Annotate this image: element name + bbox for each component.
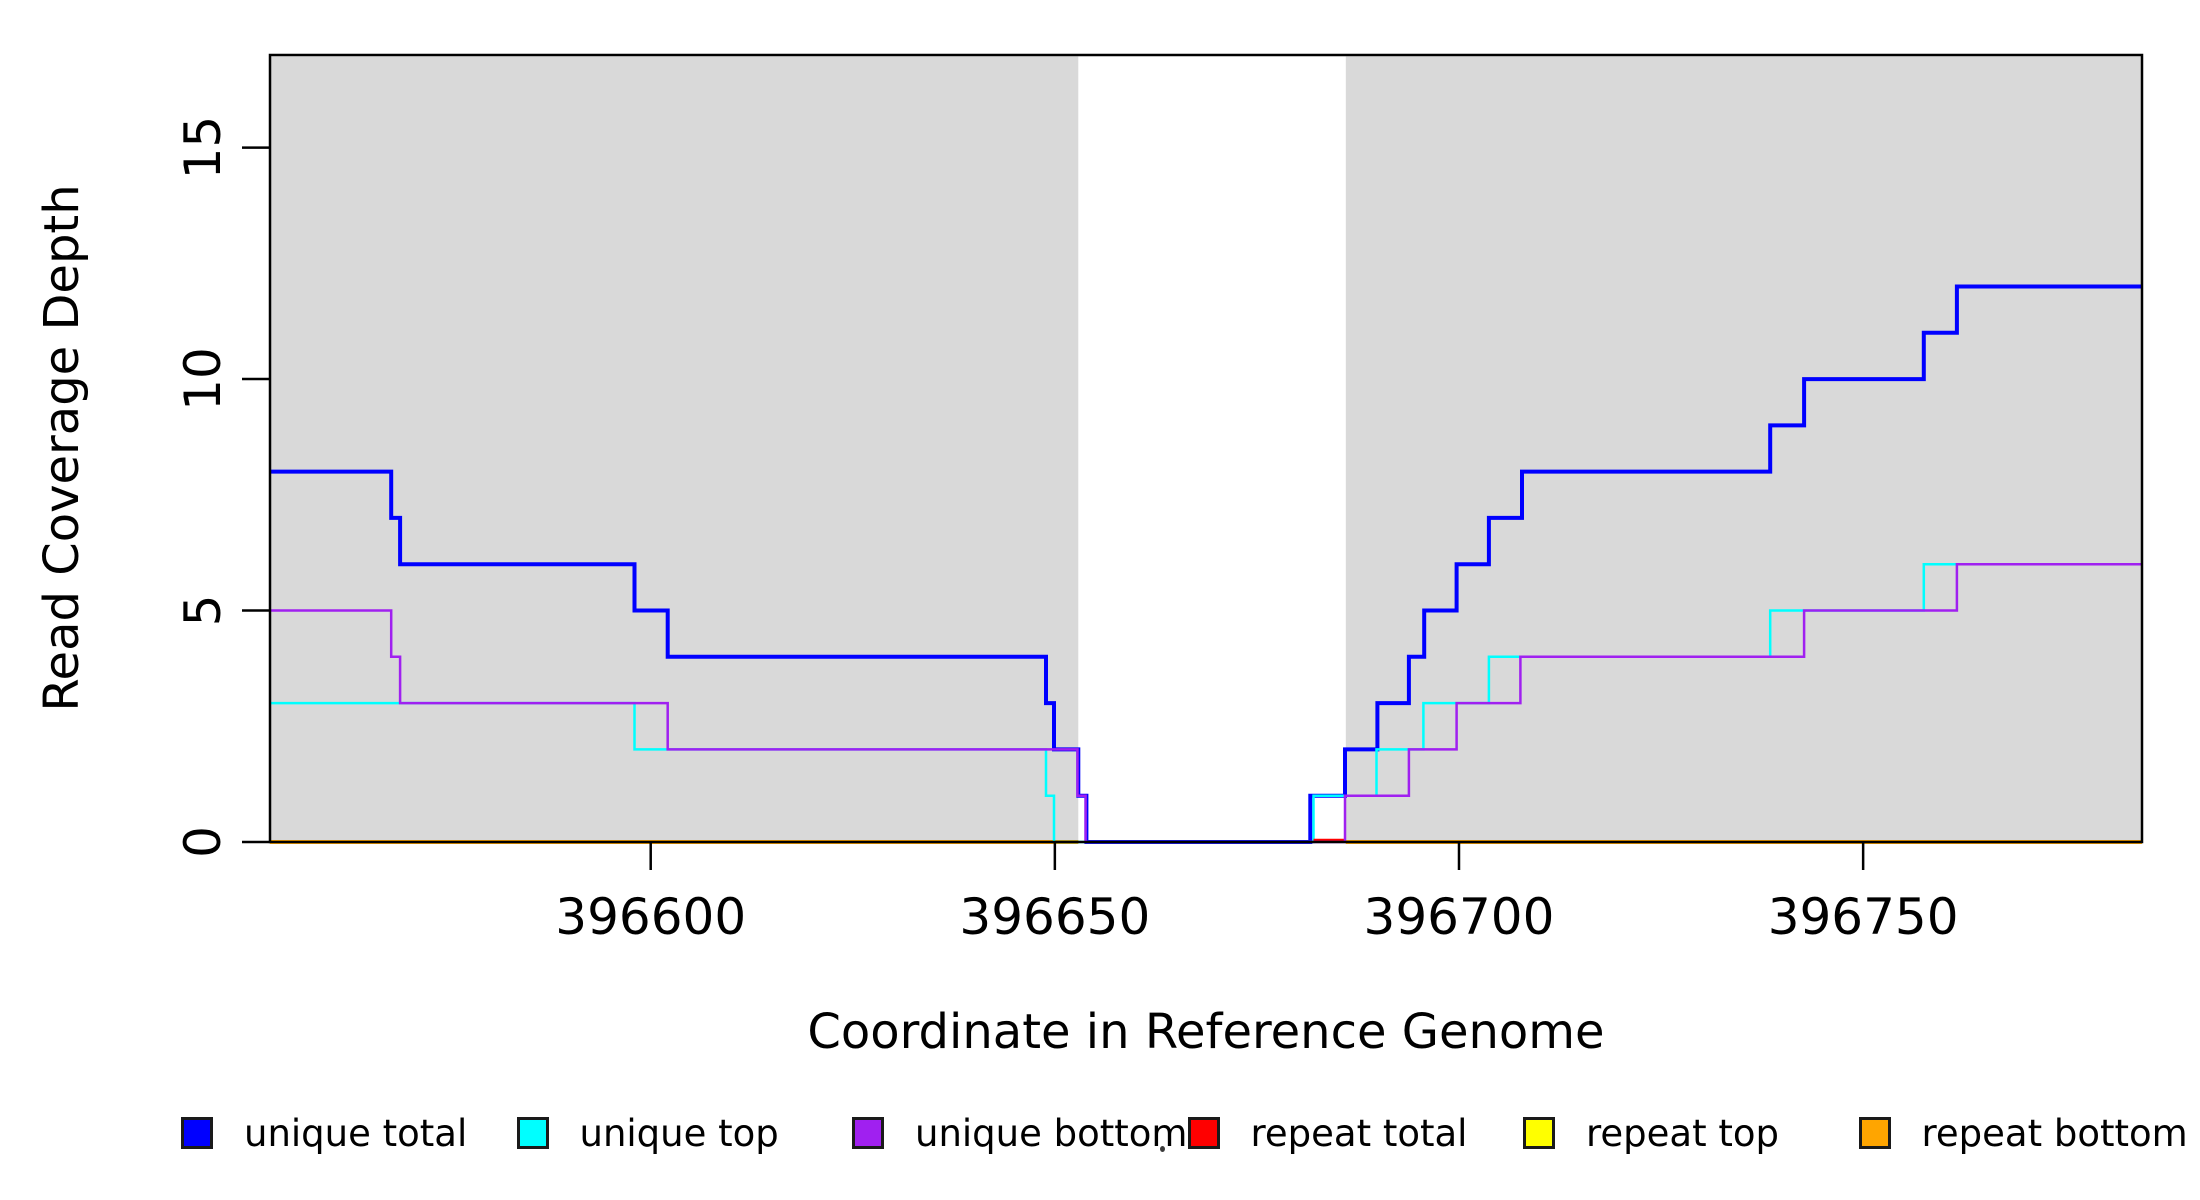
x-tick-label: 396750 xyxy=(1768,888,1959,946)
x-axis-title: Coordinate in Reference Genome xyxy=(807,1004,1604,1060)
series-unique-total xyxy=(270,284,2142,844)
y-tick-label: 10 xyxy=(174,347,232,411)
y-tick-label: 5 xyxy=(174,595,232,627)
plot-border xyxy=(268,53,2144,844)
x-tick-label: 396600 xyxy=(555,888,746,946)
stray-dot-artifact xyxy=(1160,1146,1165,1152)
y-axis-title: Read Coverage Depth xyxy=(34,184,90,711)
y-tick-label: 0 xyxy=(174,826,232,858)
x-tick-label: 396650 xyxy=(959,888,1150,946)
repeat-region-right xyxy=(1345,56,2142,841)
x-tick-label: 396700 xyxy=(1364,888,1555,946)
series-unique-bottom xyxy=(270,562,2142,844)
repeat-region-left xyxy=(270,56,1079,841)
y-tick-label: 15 xyxy=(174,116,232,180)
series-unique-top xyxy=(270,562,2142,844)
